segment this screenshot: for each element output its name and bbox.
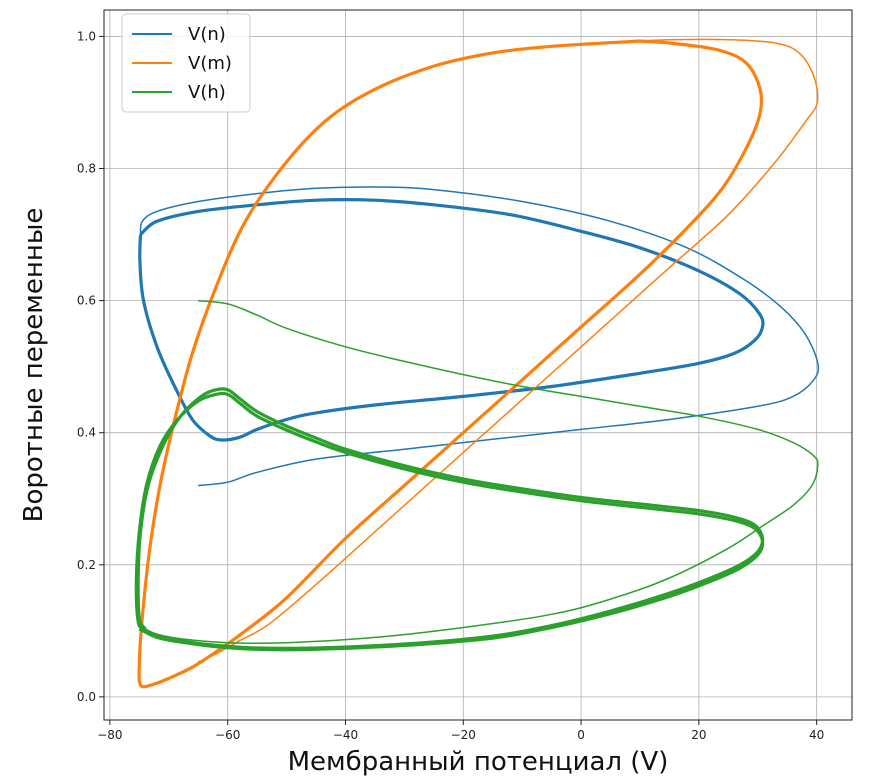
grid-lines [104, 10, 852, 720]
y-tick-label: 0.8 [77, 162, 96, 176]
series-limit-cycle-line [138, 198, 765, 442]
y-tick-label: 0.2 [77, 558, 96, 572]
x-tick-label: −40 [333, 728, 358, 742]
legend-label: V(n) [188, 24, 226, 45]
series-transient-line [139, 186, 820, 487]
series-V(h) [134, 299, 819, 652]
y-axis-label: Воротные переменные [19, 208, 49, 523]
y-tick-label: 0.4 [77, 426, 96, 440]
x-tick-label: −20 [451, 728, 476, 742]
legend-box [121, 13, 251, 113]
x-tick-label: −60 [215, 728, 240, 742]
x-tick-label: 40 [809, 728, 824, 742]
x-tick-label: 0 [577, 728, 585, 742]
series-limit-cycle-line [134, 387, 765, 652]
series-limit-cycle-line [137, 39, 764, 689]
series-V(m) [137, 38, 819, 689]
ticks: −80 −60 −40 −20 0 20 40 0.0 0.2 0.4 0.6 0.8 1.0 [77, 29, 824, 742]
plot-frame [103, 9, 853, 721]
y-tick-label: 0.6 [77, 294, 96, 308]
x-tick-label: 20 [691, 728, 706, 742]
legend-label: V(h) [188, 82, 226, 103]
x-axis-label: Мембранный потенциал (V) [288, 747, 669, 777]
series-transient-line [197, 38, 819, 663]
legend: V(n) V(m) V(h) [121, 13, 251, 113]
series-layer [134, 38, 820, 689]
y-tick-label: 1.0 [77, 29, 96, 43]
y-tick-label: 0.0 [77, 690, 96, 704]
series-transient-line [144, 299, 819, 645]
x-tick-label: −80 [97, 728, 122, 742]
legend-label: V(m) [188, 53, 232, 74]
series-V(n) [138, 186, 820, 487]
